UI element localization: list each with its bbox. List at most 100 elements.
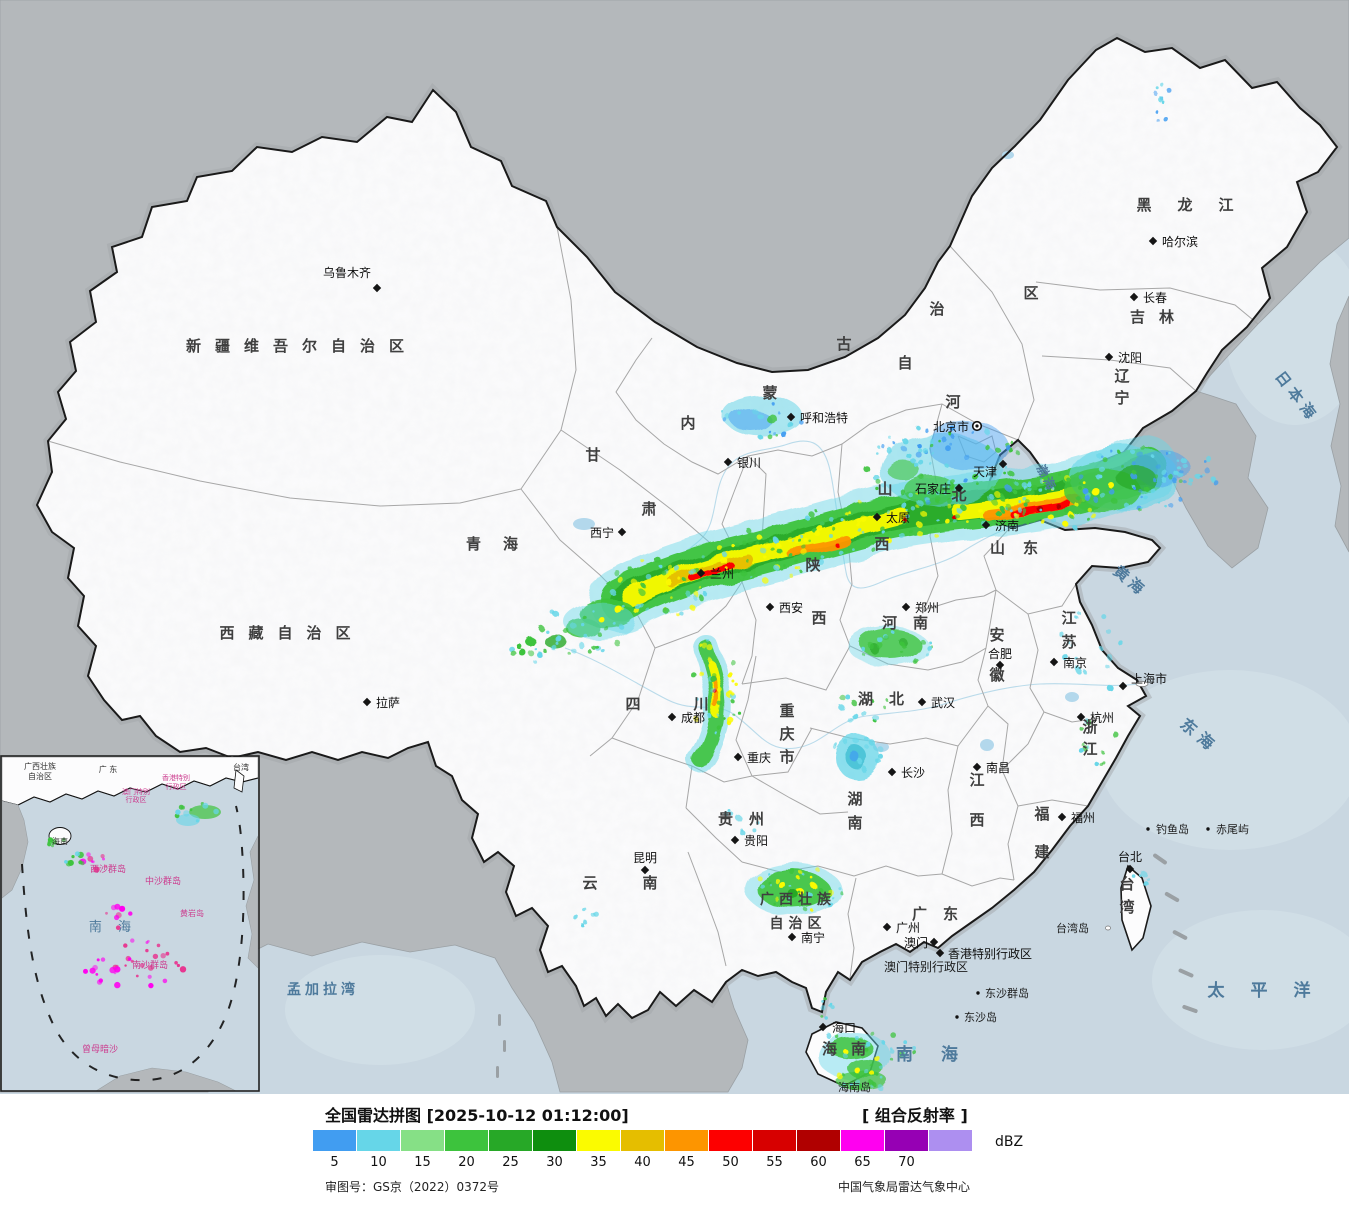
echo-speck [824,1016,828,1020]
city-label: 香港特别行政区 [948,946,1032,961]
city-label: 上海市 [1131,671,1167,686]
echo-speck [1153,91,1158,96]
echo-speck [1076,617,1080,621]
echo-speck [862,1041,866,1045]
echo-speck [801,544,807,549]
echo-speck [821,1006,827,1012]
echo-speck [685,591,691,597]
echo-speck [845,694,851,700]
echo-speck [563,627,569,634]
echo-speck [885,636,891,643]
echo-speck [819,520,825,526]
echo-speck [1090,512,1096,519]
echo-speck [1093,497,1099,503]
echo-speck [613,622,617,626]
city-marker [1148,236,1158,246]
echo-speck [853,1072,856,1076]
echo-speck [859,1036,862,1040]
city-marker [733,752,743,762]
echo-speck [1018,500,1021,504]
echo-speck [1062,654,1069,661]
island-dot [955,1015,959,1019]
echo-speck [1136,451,1143,458]
province-label: 自治区 [770,915,827,932]
city-marker [1049,657,1059,667]
echo-speck [1071,645,1075,649]
echo-speck [634,602,641,610]
echo-speck [947,504,953,509]
echo-speck [942,484,947,488]
echo-speck [1139,494,1142,498]
city-label: 武汉 [931,696,955,710]
echo-speck [808,539,811,543]
echo-speck [1022,496,1027,501]
province-label: 黑龙江 [1136,196,1259,214]
map-title: 全国雷达拼图 [2025-10-12 01:12:00] [325,1106,629,1125]
echo-speck [146,939,150,943]
echo-speck [689,571,694,576]
city-marker [917,697,927,707]
echo-speck [767,429,771,433]
echo-speck [882,484,887,489]
echo-speck [828,1051,832,1055]
inset-label: 广 东 [99,764,118,774]
echo-speck [570,647,576,653]
echo-speck [585,922,590,927]
echo-speck [213,808,219,815]
echo-speck [935,498,940,503]
city-marker [696,568,706,578]
echo-speck [806,891,812,897]
echo-speck [707,639,711,643]
scale-tick-label: 45 [678,1155,695,1170]
echo-speck [750,826,755,831]
echo-speck [74,851,80,857]
province-label: 肃 [641,500,656,518]
echo-speck [1105,628,1111,634]
city-label: 北京市 [933,419,969,434]
echo-speck [114,914,120,921]
echo-speck [1003,502,1010,509]
echo-speck [1092,759,1097,765]
echo-speck [717,714,721,718]
city-label: 长春 [1143,291,1167,305]
echo-speck [877,746,883,752]
echo-speck [950,484,957,492]
echo-speck [1071,523,1077,529]
echo-speck [1021,490,1026,495]
echo-speck [718,701,723,707]
echo-speck [965,479,970,485]
province-label: 自 [897,354,912,372]
city-marker [640,865,650,875]
province-label: 山东 [990,539,1056,557]
echo-speck [873,1055,880,1062]
province-label: 河 [945,393,960,411]
echo-speck [638,588,645,595]
echo-speck [987,497,992,502]
echo-speck [915,424,920,429]
echo-speck [759,883,764,888]
echo-speck [842,1081,846,1085]
echo-speck [700,587,704,591]
echo-speck [1100,455,1104,458]
echo-speck [923,650,927,655]
echo-speck [1025,499,1030,504]
city-label: 南京 [1063,655,1087,670]
echo-speck [581,622,585,627]
echo-speck [952,497,957,502]
province-label: 福建 [1033,805,1050,861]
island-dot [976,991,980,995]
echo-speck [1168,89,1173,95]
echo-speck [871,548,877,553]
echo-speck [1168,451,1171,455]
echo-speck [855,517,861,522]
echo-speck [874,476,882,483]
map-canvas: 新疆维吾尔自治区 西藏自治区 青海甘肃内蒙古自治区黑龙江 吉林 辽宁河北山西山东 河南陕西… [0,0,1349,1094]
echo-speck [736,710,740,714]
echo-speck [1165,452,1168,455]
echo-speck [160,953,166,959]
city-marker [723,457,733,467]
city-marker [617,527,627,537]
echo-speck [653,556,661,563]
city-label: 太原 [886,510,910,525]
